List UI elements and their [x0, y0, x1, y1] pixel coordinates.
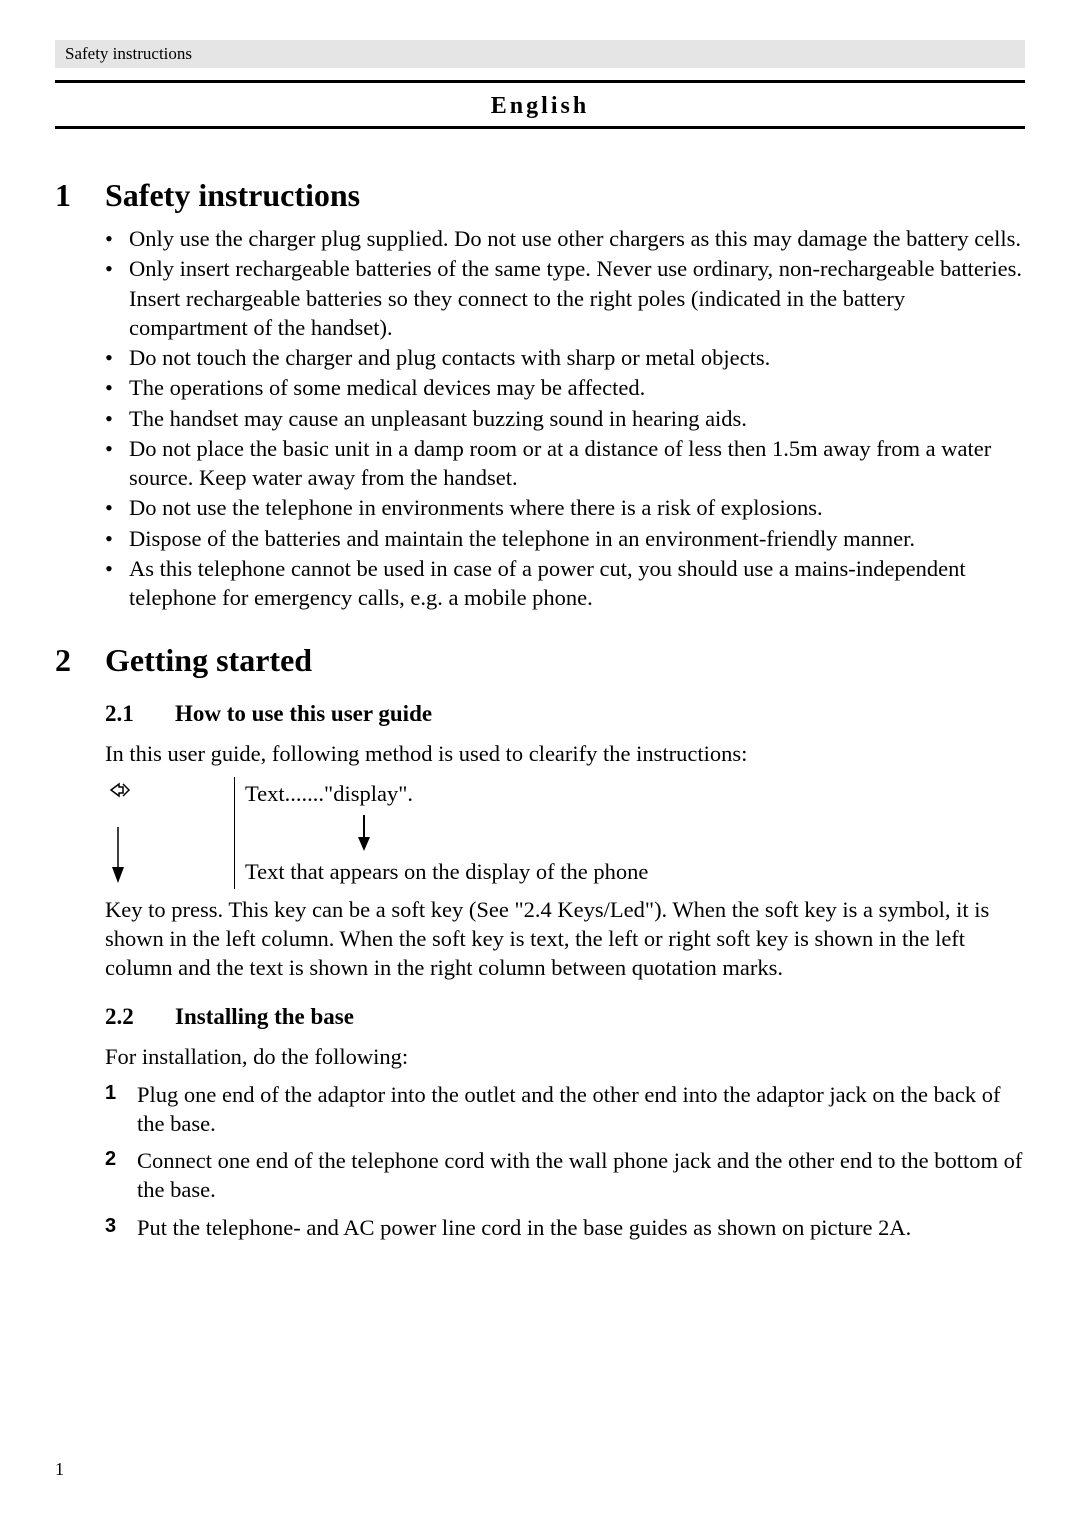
subsection-2-1-title: How to use this user guide: [175, 701, 432, 727]
page-header: Safety instructions: [55, 40, 1025, 68]
subsection-2-2-number: 2.2: [105, 1004, 175, 1030]
section-1-heading: 1 Safety instructions: [55, 177, 1025, 214]
subsection-2-2-title: Installing the base: [175, 1004, 354, 1030]
section-1-number: 1: [55, 177, 105, 214]
list-item: •Do not place the basic unit in a damp r…: [105, 434, 1025, 493]
list-item: 1Plug one end of the adaptor into the ou…: [105, 1080, 1025, 1139]
guide-right-column: Text......."display". Text that appears …: [235, 777, 658, 889]
guide-legend: Text......."display". Text that appears …: [105, 777, 1025, 889]
sub21-after: Key to press. This key can be a soft key…: [105, 895, 1025, 983]
list-item: •Only insert rechargeable batteries of t…: [105, 254, 1025, 342]
section-2-number: 2: [55, 642, 105, 679]
list-item: •Do not use the telephone in environment…: [105, 493, 1025, 522]
header-text: Safety instructions: [65, 44, 192, 63]
list-item: •The handset may cause an unpleasant buz…: [105, 404, 1025, 433]
rule-thick-bottom: [55, 126, 1025, 129]
subsection-2-1-heading: 2.1 How to use this user guide: [105, 701, 1025, 727]
list-item: •As this telephone cannot be used in cas…: [105, 554, 1025, 613]
sub22-intro: For installation, do the following:: [105, 1042, 1025, 1071]
language-title: English: [55, 87, 1025, 126]
list-item: •The operations of some medical devices …: [105, 373, 1025, 402]
guide-left-column: [105, 777, 235, 889]
guide-text-bottom: Text that appears on the display of the …: [245, 859, 648, 885]
safety-bullet-list: •Only use the charger plug supplied. Do …: [105, 224, 1025, 612]
subsection-2-1-number: 2.1: [105, 701, 175, 727]
sub21-intro: In this user guide, following method is …: [105, 739, 1025, 768]
section-2-title: Getting started: [105, 642, 312, 679]
down-arrow-icon: [355, 813, 373, 853]
key-icon: [109, 781, 131, 799]
down-arrow-icon: [109, 825, 127, 885]
page-number: 1: [55, 1459, 64, 1480]
list-item: •Do not touch the charger and plug conta…: [105, 343, 1025, 372]
section-2-heading: 2 Getting started: [55, 642, 1025, 679]
section-1-title: Safety instructions: [105, 177, 360, 214]
list-item: •Only use the charger plug supplied. Do …: [105, 224, 1025, 253]
list-item: •Dispose of the batteries and maintain t…: [105, 524, 1025, 553]
list-item: 3Put the telephone- and AC power line co…: [105, 1213, 1025, 1242]
rule-thick-top: [55, 80, 1025, 83]
guide-text-top: Text......."display".: [245, 781, 648, 807]
subsection-2-2-heading: 2.2 Installing the base: [105, 1004, 1025, 1030]
install-steps: 1Plug one end of the adaptor into the ou…: [105, 1080, 1025, 1242]
list-item: 2Connect one end of the telephone cord w…: [105, 1146, 1025, 1205]
